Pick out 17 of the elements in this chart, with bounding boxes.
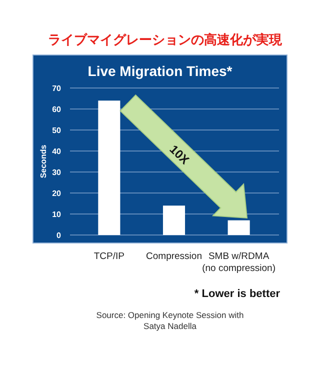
y-tick-label: 60	[52, 104, 62, 114]
chart-subtitle: Live Migration Times*	[88, 63, 233, 79]
y-tick-label: 20	[52, 188, 62, 198]
y-tick-label: 40	[52, 146, 62, 156]
y-tick-label: 10	[52, 210, 62, 219]
y-tick-label: 30	[52, 168, 62, 177]
x-tick-label: TCP/IP	[94, 251, 124, 262]
annotation: 10X	[166, 142, 192, 168]
y-tick-label: 70	[52, 84, 62, 93]
text: * Lower is better	[194, 288, 281, 300]
y-axis-title: Seconds	[39, 144, 48, 178]
x-tick-label: Compression	[146, 251, 202, 262]
y-tick-label: 0	[56, 230, 62, 240]
chart-title: ライブマイグレーションの高速化が実現	[48, 32, 283, 48]
y-tick-label: 50	[52, 126, 62, 135]
source-note: Source: Opening Keynote Session with Satya Nadella	[96, 310, 244, 331]
x-tick-label: SMB w/RDMA (no compression)	[202, 251, 276, 274]
